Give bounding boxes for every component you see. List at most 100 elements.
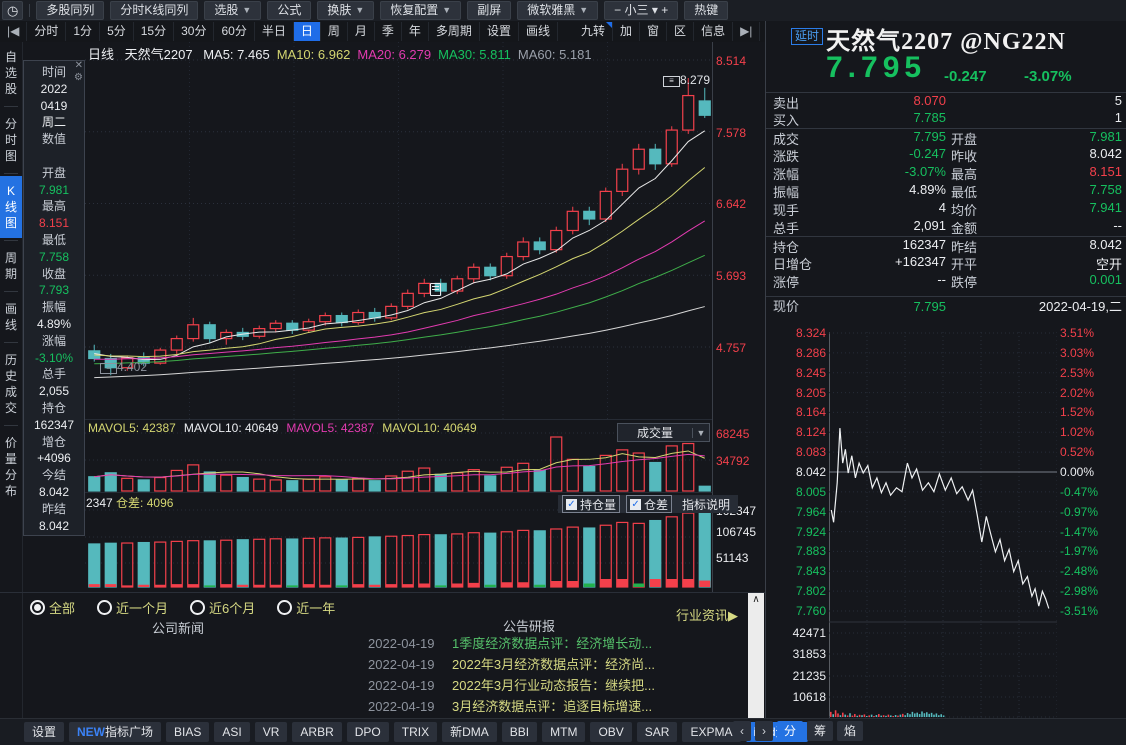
period-tab-月[interactable]: 月 (348, 22, 375, 41)
indicator-ARBR[interactable]: ARBR (292, 722, 342, 742)
checkbox-open-interest[interactable]: ✓ 持仓量 (562, 495, 621, 513)
titlebar-button-换肤[interactable]: 换肤 ▼ (317, 1, 375, 20)
news-item[interactable]: 2022-04-19 2022年3月经济数据点评：经济尚... (368, 654, 698, 675)
gear-icon[interactable]: ⚙ (74, 72, 83, 83)
indicator-SAR[interactable]: SAR (636, 722, 678, 742)
titlebar-button-多股同列[interactable]: 多股同列 (36, 1, 105, 20)
skip-start-icon[interactable]: |◀ (0, 22, 28, 41)
view-tab-筹[interactable]: 筹 (807, 721, 833, 741)
view-tab-分[interactable]: 分 (777, 721, 803, 741)
indicator-TRIX[interactable]: TRIX (393, 722, 438, 742)
ma-label: MA60: 5.181 (517, 47, 592, 62)
period-tab-日[interactable]: 日 (293, 22, 321, 41)
news-filter-近一年[interactable]: 近一年 (277, 598, 335, 617)
quote-label: 昨收 (951, 149, 978, 164)
sidebar-item-周期[interactable]: 周期 (4, 251, 17, 281)
period-tab-年[interactable]: 年 (402, 22, 429, 41)
titlebar-button-选股[interactable]: 选股 ▼ (204, 1, 262, 20)
news-title[interactable]: 3月经济数据点评：追逐目标增速... (452, 699, 653, 714)
period-tab-30分[interactable]: 30分 (174, 22, 215, 41)
period-tab-画线[interactable]: 画线 (519, 22, 558, 41)
indicator-EXPMA[interactable]: EXPMA (682, 722, 741, 742)
period-tab-60分[interactable]: 60分 (214, 22, 255, 41)
titlebar-button-分时K线同列[interactable]: 分时K线同列 (110, 1, 199, 20)
sidebar-item-分时图[interactable]: 分时图 (4, 117, 17, 163)
indicator-plaza-button[interactable]: NEW指标广场 (69, 722, 162, 742)
news-filter-近6个月[interactable]: 近6个月 (190, 598, 255, 617)
intraday-chart[interactable] (829, 332, 1057, 718)
period-tab-设置[interactable]: 设置 (480, 22, 519, 41)
data-line: 周二 (41, 115, 66, 130)
news-scrollbar[interactable]: ∧ (748, 593, 764, 718)
view-tab-焰[interactable]: 焰 (837, 721, 863, 741)
open-interest-chart[interactable] (85, 496, 712, 592)
sidebar-item-自选股[interactable]: 自选股 (4, 50, 17, 96)
chevron-down-icon: ▼ (442, 5, 452, 15)
volume-indicator-select[interactable]: 成交量 ▼ (617, 423, 710, 442)
data-line: 2022 (40, 81, 68, 96)
period-tab-半日[interactable]: 半日 (255, 22, 294, 41)
titlebar-button-微软雅黑[interactable]: 微软雅黑 ▼ (517, 1, 599, 20)
scroll-up-icon[interactable]: ∧ (752, 594, 760, 605)
intraday-price-label: 7.883 (795, 544, 826, 559)
book-label: 卖出 (773, 96, 800, 111)
tool-九转[interactable]: 九转 (574, 22, 614, 41)
period-tab-1分[interactable]: 1分 (66, 22, 101, 41)
volume-axis-label: 34792 (716, 454, 750, 468)
checkbox-position-diff[interactable]: ✓ 仓差 (626, 495, 673, 513)
tool-信息[interactable]: 信息 (694, 22, 734, 41)
volume-chart[interactable] (85, 420, 712, 492)
sidebar-item-历史成交[interactable]: 历史成交 (4, 353, 17, 415)
news-item[interactable]: 2022-04-19 1季度经济数据点评：经济增长动... (368, 633, 698, 654)
news-item[interactable]: 2022-04-19 3月经济数据点评：追逐目标增速... (368, 696, 698, 717)
news-filter-label: 近一年 (296, 601, 336, 616)
period-tab-季[interactable]: 季 (375, 22, 402, 41)
news-marker-icon[interactable] (430, 283, 441, 296)
settings-button[interactable]: 设置 (24, 722, 65, 742)
news-title[interactable]: 1季度经济数据点评：经济增长动... (452, 636, 653, 651)
indicator-MTM[interactable]: MTM (542, 722, 586, 742)
indicator-DPO[interactable]: DPO (346, 722, 389, 742)
data-line: +4096 (37, 451, 71, 466)
intraday-pct-label: 1.02% (1060, 425, 1095, 440)
period-tab-周[interactable]: 周 (321, 22, 348, 41)
indicator-BBI[interactable]: BBI (501, 722, 538, 742)
arrow-left-button[interactable]: ‹ (733, 721, 751, 741)
news-filter-近一个月[interactable]: 近一个月 (97, 598, 168, 617)
titlebar-button-公式[interactable]: 公式 (267, 1, 312, 20)
tool-区[interactable]: 区 (667, 22, 695, 41)
sidebar-item-价量分布[interactable]: 价量分布 (4, 436, 17, 498)
news-filter-全部[interactable]: 全部 (30, 598, 75, 617)
news-title[interactable]: 2022年3月经济数据点评：经济尚... (452, 657, 655, 672)
arrow-right-button[interactable]: › (755, 721, 773, 741)
indicator-help-link[interactable]: 指标说明 (682, 497, 731, 512)
daily-kline-chart[interactable] (85, 42, 712, 420)
sidebar-item-画线[interactable]: 画线 (4, 302, 17, 332)
indicator-OBV[interactable]: OBV (590, 722, 632, 742)
skip-end-icon[interactable]: ▶| (733, 22, 761, 41)
quote-value: -- (937, 272, 946, 287)
close-icon[interactable]: ✕ (74, 60, 83, 71)
titlebar-button-热键[interactable]: 热键 (684, 1, 729, 20)
indicator-新DMA[interactable]: 新DMA (442, 722, 497, 742)
period-tab-多周期[interactable]: 多周期 (429, 22, 480, 41)
quote-label: 现手 (773, 203, 800, 218)
period-tab-15分[interactable]: 15分 (134, 22, 175, 41)
news-title[interactable]: 2022年3月行业动态报告：继续把... (452, 678, 655, 693)
titlebar-button-恢复配置[interactable]: 恢复配置 ▼ (380, 1, 462, 20)
industry-news-link[interactable]: 行业资讯▶ (676, 608, 738, 623)
tool-加[interactable]: 加 (613, 22, 641, 41)
intraday-price-label: 8.124 (795, 425, 826, 440)
clock-icon[interactable]: ◷ (2, 1, 24, 20)
tool-窗[interactable]: 窗 (640, 22, 668, 41)
indicator-BIAS[interactable]: BIAS (166, 722, 210, 742)
period-tab-5分[interactable]: 5分 (100, 22, 134, 41)
period-tab-分时[interactable]: 分时 (27, 22, 67, 41)
indicator-ASI[interactable]: ASI (214, 722, 250, 742)
indicator-VR[interactable]: VR (254, 722, 288, 742)
titlebar-button-副屏[interactable]: 副屏 (467, 1, 512, 20)
titlebar-button-− 小三 ▾ +[interactable]: − 小三 ▾ + (604, 1, 679, 20)
news-item[interactable]: 2022-04-19 2022年3月行业动态报告：继续把... (368, 675, 698, 696)
